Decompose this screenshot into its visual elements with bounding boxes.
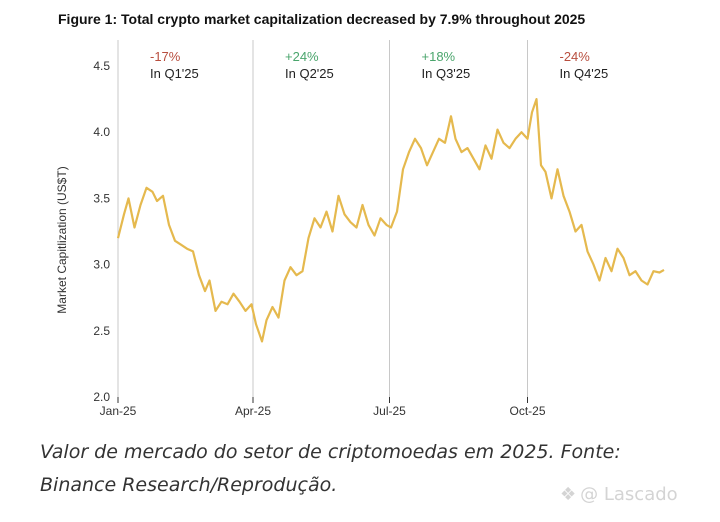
y-tick-label: 3.5 bbox=[93, 191, 110, 205]
image-caption: Valor de mercado do setor de criptomoeda… bbox=[40, 436, 680, 502]
x-tick-label: Jul-25 bbox=[373, 404, 406, 418]
chart-axes: 2.0 2.5 3.0 3.5 4.0 4.5 Jan-25 Apr-25 Jul-25 Oct-… bbox=[93, 59, 546, 418]
quarter-label-2: In Q2'25 bbox=[285, 66, 334, 81]
quarter-change-1: -17% bbox=[150, 49, 181, 64]
market-cap-line bbox=[116, 98, 665, 343]
y-tick-label: 4.0 bbox=[93, 125, 110, 139]
quarter-label-3: In Q3'25 bbox=[422, 66, 471, 81]
y-tick-label: 3.0 bbox=[93, 258, 110, 272]
quarter-label-1: In Q1'25 bbox=[150, 66, 199, 81]
x-tick-label: Oct-25 bbox=[509, 404, 545, 418]
y-tick-label: 2.0 bbox=[93, 390, 110, 404]
quarter-dividers bbox=[117, 40, 528, 397]
watermark: ❖ @ Lascado bbox=[560, 484, 678, 505]
y-axis-label: Market Capitlization (US$T) bbox=[55, 166, 69, 313]
y-tick-label: 2.5 bbox=[93, 324, 110, 338]
diamond-logo-icon: ❖ bbox=[560, 484, 577, 505]
caption-line-1: Valor de mercado do setor de criptomoeda… bbox=[40, 441, 621, 463]
quarter-change-2: +24% bbox=[285, 49, 319, 64]
figure-title: Figure 1: Total crypto market capitaliza… bbox=[58, 11, 586, 27]
quarter-label-4: In Q4'25 bbox=[560, 66, 609, 81]
watermark-text: @ Lascado bbox=[580, 484, 678, 505]
quarter-change-4: -24% bbox=[560, 49, 591, 64]
quarter-annotations: -17% In Q1'25 +24% In Q2'25 +18% In Q3'25 -24%… bbox=[150, 49, 608, 81]
quarter-change-3: +18% bbox=[422, 49, 456, 64]
market-cap-chart: 2.0 2.5 3.0 3.5 4.0 4.5 Jan-25 Apr-25 Jul-25 Oct-… bbox=[55, 40, 665, 418]
x-tick-label: Apr-25 bbox=[235, 404, 271, 418]
caption-line-2: Binance Research/Reprodução. bbox=[40, 474, 338, 496]
y-tick-label: 4.5 bbox=[93, 59, 110, 73]
x-tick-label: Jan-25 bbox=[100, 404, 137, 418]
